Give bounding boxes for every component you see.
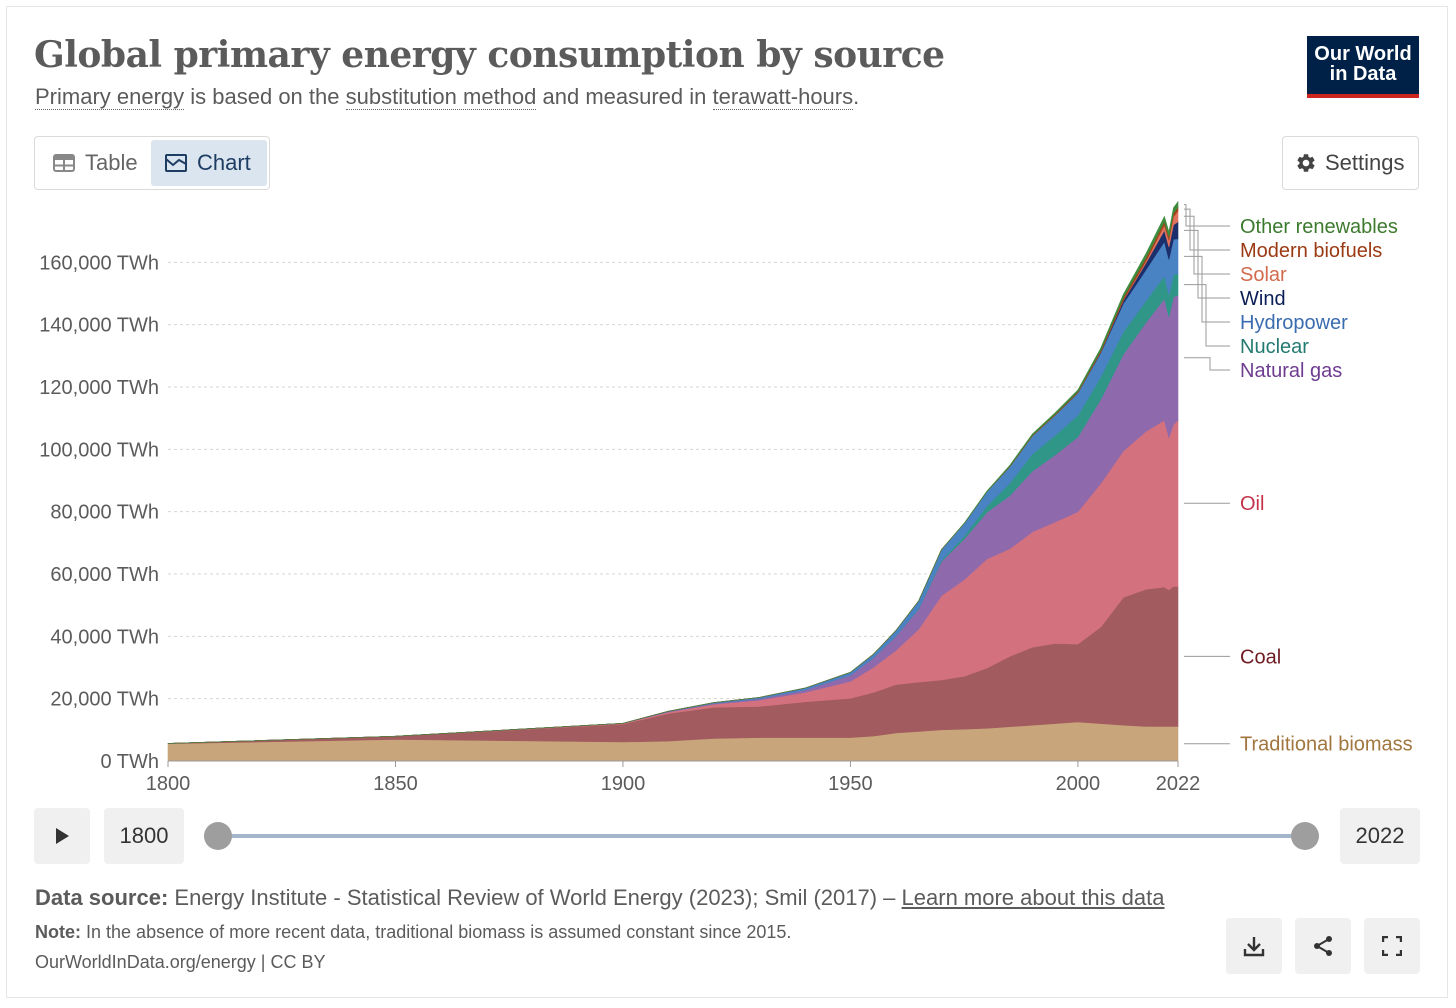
y-tick-label: 0 TWh	[100, 751, 159, 773]
data-source-label: Data source:	[35, 885, 169, 910]
settings-label: Settings	[1325, 150, 1405, 175]
download-icon	[1243, 937, 1265, 957]
series-label-modern-biofuels: Modern biofuels	[1240, 240, 1382, 262]
tab-table[interactable]: Table	[39, 140, 151, 186]
series-label-nuclear: Nuclear	[1240, 336, 1309, 358]
chart-subtitle: Primary energy is based on the substitut…	[35, 84, 859, 110]
x-tick-label: 2022	[1156, 773, 1201, 795]
timeline-end-handle[interactable]	[1291, 822, 1319, 850]
tab-chart-label: Chart	[197, 150, 251, 175]
series-label-natural-gas: Natural gas	[1240, 360, 1342, 382]
primary-energy-link[interactable]: Primary energy	[35, 84, 185, 110]
leader-solar	[1184, 215, 1230, 275]
chart-note: Note: In the absence of more recent data…	[35, 922, 791, 943]
chart-credit[interactable]: OurWorldInData.org/energy | CC BY	[35, 952, 326, 972]
timeline-start-year[interactable]: 1800	[104, 808, 184, 864]
tab-table-label: Table	[85, 150, 138, 175]
y-tick-label: 60,000 TWh	[50, 564, 159, 586]
fullscreen-icon	[1382, 936, 1402, 956]
y-tick-label: 80,000 TWh	[50, 502, 159, 524]
gear-icon	[1297, 154, 1315, 172]
y-tick-label: 140,000 TWh	[39, 315, 159, 337]
x-tick-label: 1950	[828, 773, 873, 795]
logo-line-2: in Data	[1329, 63, 1397, 85]
x-tick-label: 1900	[601, 773, 646, 795]
area-other-renewables	[167, 200, 1179, 744]
data-source: Data source: Energy Institute - Statisti…	[35, 885, 1164, 911]
chart-icon	[165, 154, 187, 172]
view-tabs: Table Chart	[34, 136, 270, 190]
subtitle-text-3: .	[853, 84, 860, 109]
leader-other-renewables	[1184, 204, 1230, 227]
x-tick-label: 1800	[146, 773, 191, 795]
table-icon	[53, 154, 75, 172]
y-tick-label: 120,000 TWh	[39, 377, 159, 399]
series-label-other-renewables: Other renewables	[1240, 216, 1398, 238]
logo-line-1: Our World	[1314, 43, 1412, 65]
x-tick-label: 1850	[373, 773, 418, 795]
owid-logo[interactable]: Our World in Data	[1307, 36, 1419, 98]
data-source-text: Energy Institute - Statistical Review of…	[174, 885, 902, 910]
series-label-oil: Oil	[1240, 493, 1264, 515]
substitution-method-link[interactable]: substitution method	[345, 84, 537, 110]
timeline-start-handle[interactable]	[204, 822, 232, 850]
x-tick-label: 2000	[1056, 773, 1101, 795]
leader-modern-biofuels	[1184, 208, 1230, 251]
share-button[interactable]	[1295, 918, 1351, 974]
y-tick-label: 20,000 TWh	[50, 689, 159, 711]
y-tick-label: 40,000 TWh	[50, 626, 159, 648]
series-label-traditional-biomass: Traditional biomass	[1240, 734, 1413, 756]
series-label-hydropower: Hydropower	[1240, 312, 1348, 334]
chart-title: Global primary energy consumption by sou…	[34, 34, 945, 76]
series-label-coal: Coal	[1240, 646, 1281, 668]
fullscreen-button[interactable]	[1364, 918, 1420, 974]
terawatt-hours-link[interactable]: terawatt-hours	[712, 84, 854, 110]
y-tick-label: 160,000 TWh	[39, 252, 159, 274]
timeline-slider-track[interactable]	[218, 834, 1305, 838]
note-label: Note:	[35, 922, 81, 942]
leader-hydropower	[1184, 255, 1230, 323]
subtitle-text-1: is based on the	[184, 84, 346, 109]
play-button[interactable]	[34, 808, 90, 864]
tab-chart[interactable]: Chart	[151, 140, 267, 186]
share-icon	[1314, 936, 1332, 956]
y-tick-label: 100,000 TWh	[39, 439, 159, 461]
note-text: In the absence of more recent data, trad…	[86, 922, 792, 942]
energy-area-chart: 0 TWh 20,000 TWh 40,000 TWh 60,000 TWh 80,00…	[39, 200, 1413, 795]
leader-wind	[1184, 229, 1230, 299]
chart-frame	[6, 6, 1448, 998]
leader-nuclear	[1184, 284, 1230, 347]
play-icon	[56, 828, 69, 844]
learn-more-link[interactable]: Learn more about this data	[901, 885, 1165, 910]
timeline-end-year[interactable]: 2022	[1340, 808, 1420, 864]
series-label-wind: Wind	[1240, 288, 1286, 310]
series-label-solar: Solar	[1240, 264, 1287, 286]
settings-button[interactable]: Settings	[1282, 136, 1419, 190]
leader-natural-gas	[1184, 357, 1230, 371]
subtitle-text-2: and measured in	[536, 84, 713, 109]
download-button[interactable]	[1226, 918, 1282, 974]
